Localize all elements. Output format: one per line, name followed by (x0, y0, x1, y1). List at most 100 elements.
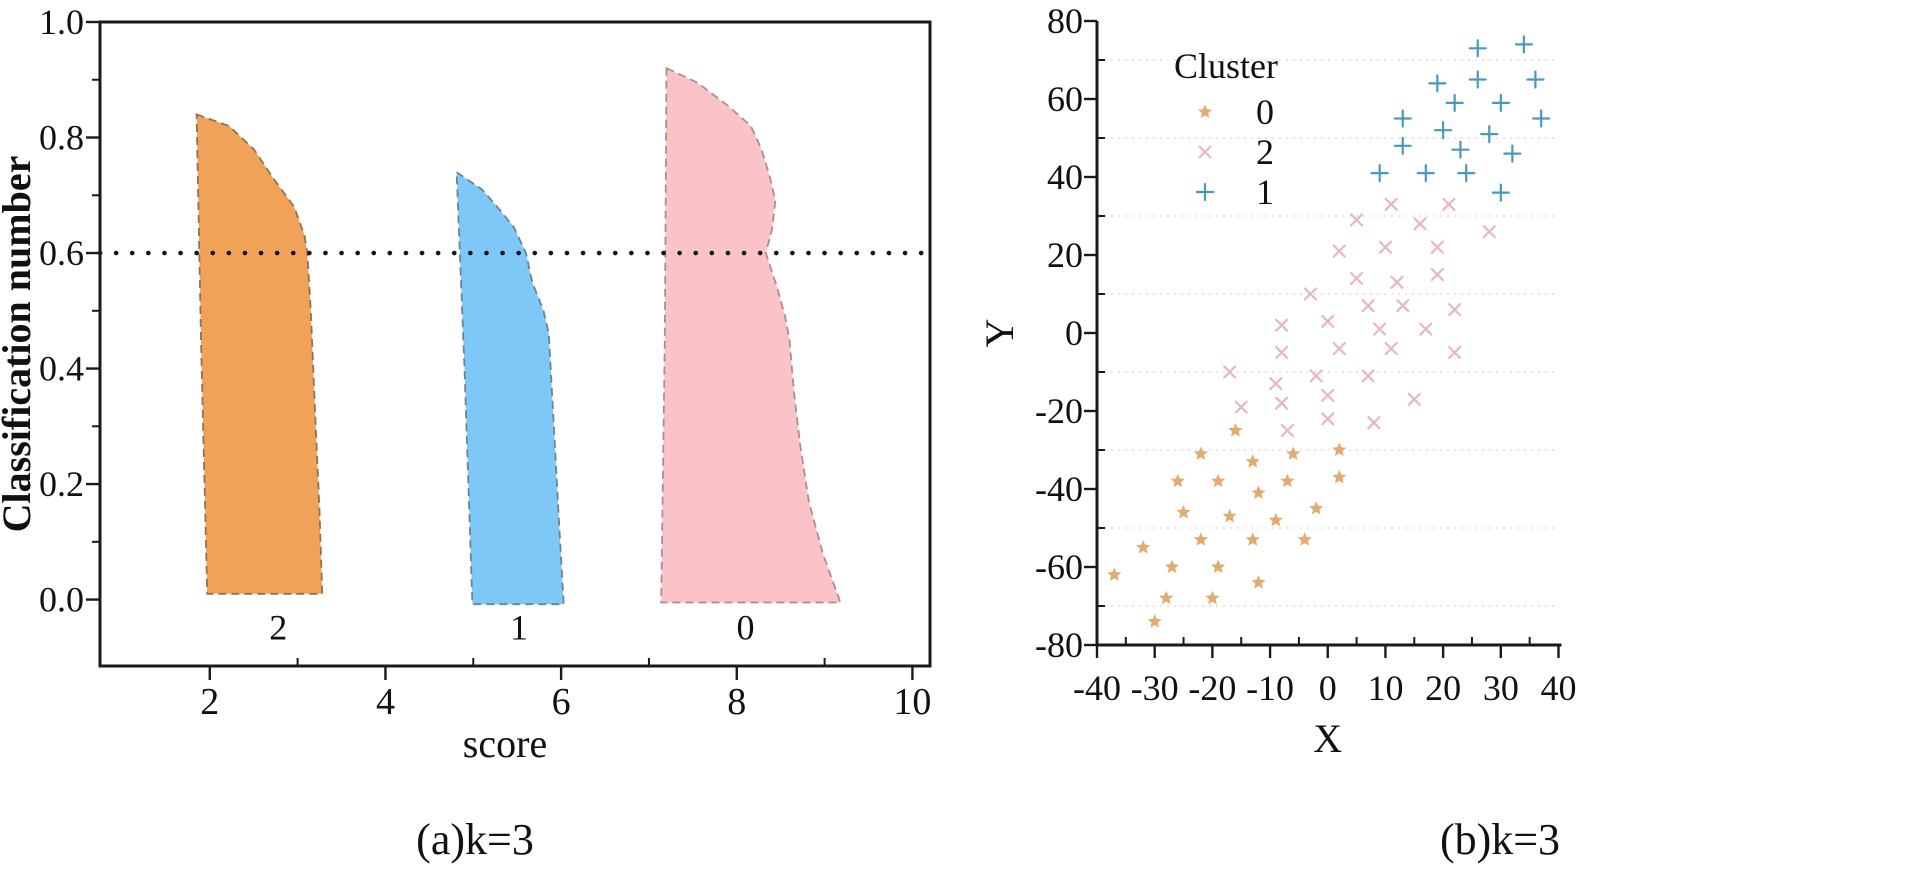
plus-marker (1491, 183, 1510, 202)
silhouette-area-cluster-2 (195, 113, 324, 595)
scatter-points-cluster-2 (1223, 197, 1496, 438)
x-marker (1332, 342, 1346, 356)
scatter-points-cluster-0 (1107, 423, 1347, 628)
x-tick-label: 30 (1483, 668, 1519, 708)
y-axis-label: Y (977, 319, 1022, 348)
y-tick-label: 20 (1047, 235, 1083, 275)
x-marker (1332, 244, 1346, 258)
x-marker (1430, 240, 1444, 254)
star-marker (1176, 504, 1191, 519)
x-tick-label: 10 (1367, 668, 1403, 708)
x-marker (1396, 299, 1410, 313)
plus-marker (1416, 164, 1435, 183)
y-tick-label: 0.8 (39, 118, 84, 158)
star-marker (1297, 532, 1312, 546)
x-marker (1275, 396, 1289, 410)
star-marker (1286, 446, 1301, 460)
x-marker (1482, 225, 1496, 239)
star-marker (1205, 590, 1220, 605)
x-tick-label: 40 (1541, 668, 1577, 708)
star-marker (1309, 501, 1324, 515)
plus-marker (1451, 140, 1470, 159)
star-marker (1280, 473, 1295, 488)
x-marker (1361, 299, 1375, 313)
scatter-points-cluster-1 (1370, 35, 1551, 202)
x-marker (1390, 275, 1404, 289)
star-marker (1245, 454, 1260, 468)
plus-marker (1457, 164, 1476, 183)
plus-marker (1503, 144, 1522, 163)
x-marker (1442, 197, 1456, 211)
star-marker (1251, 575, 1266, 589)
x-tick-label: 6 (552, 681, 571, 723)
x-marker (1349, 271, 1364, 285)
x-marker (1367, 416, 1381, 430)
x-marker (1349, 213, 1364, 227)
star-marker (1107, 567, 1122, 581)
y-tick-label: -20 (1035, 391, 1083, 431)
x-marker (1321, 412, 1335, 426)
cluster-label-cluster-1: 1 (510, 607, 528, 647)
x-tick-label: 20 (1425, 668, 1461, 708)
y-tick-label: 0 (1065, 313, 1083, 353)
cluster-label-cluster-0: 0 (737, 607, 755, 647)
plus-marker (1434, 121, 1453, 140)
legend-title: Cluster (1174, 46, 1278, 86)
y-tick-label: 0.4 (39, 349, 84, 389)
legend: Cluster 021 (1174, 46, 1278, 212)
x-marker (1419, 322, 1433, 336)
x-marker (1407, 392, 1421, 406)
x-marker (1384, 197, 1398, 211)
x-tick-label: 10 (893, 681, 931, 723)
plus-marker (1445, 93, 1464, 112)
star-marker (1147, 614, 1162, 628)
x-marker (1198, 145, 1212, 159)
legend-label-1: 1 (1256, 172, 1274, 212)
x-marker (1448, 303, 1462, 317)
x-axis-title: score (463, 721, 547, 766)
x-marker (1430, 267, 1444, 282)
plus-marker (1393, 109, 1412, 128)
plus-marker (1393, 136, 1412, 155)
plus-marker (1428, 74, 1447, 93)
x-marker (1234, 400, 1248, 414)
legend-label-0: 0 (1256, 92, 1274, 132)
star-marker (1211, 473, 1226, 488)
star-marker (1332, 442, 1347, 457)
star-marker (1251, 485, 1266, 499)
x-marker (1275, 345, 1289, 360)
star-marker (1222, 508, 1237, 523)
plus-marker (1526, 70, 1545, 89)
plus-marker (1491, 93, 1510, 112)
star-marker (1268, 512, 1283, 527)
y-axis-title: Classification number (0, 156, 39, 533)
plus-marker (1370, 164, 1389, 183)
plus-marker (1195, 182, 1215, 202)
y-tick-label: 1.0 (39, 2, 84, 42)
silhouette-area-cluster-1 (455, 170, 565, 606)
frame (98, 20, 932, 668)
axes: -40 -30 -20 -10 0 10 20 30 40-80-60-40-200204060… (1035, 1, 1577, 708)
x-tick-label: -40 (1073, 668, 1121, 708)
x-marker (1361, 369, 1375, 383)
x-tick-label: -20 (1188, 668, 1236, 708)
x-axis-label: score (463, 721, 547, 766)
y-tick-label: 0.6 (39, 233, 84, 273)
y-tick-label: 80 (1047, 1, 1083, 41)
y-tick-label: -60 (1035, 547, 1083, 587)
legend-label-2: 2 (1256, 132, 1274, 172)
star-marker (1159, 590, 1174, 605)
x-marker (1384, 342, 1398, 356)
x-marker (1275, 318, 1289, 332)
x-marker (1303, 287, 1318, 301)
y-tick-label: -80 (1035, 625, 1083, 665)
caption-left: (a)k=3 (416, 815, 534, 864)
x-tick-label: -30 (1131, 668, 1179, 708)
y-tick-label: 60 (1047, 79, 1083, 119)
scatter-chart: -40 -30 -20 -10 0 10 20 30 40-80-60-40-200204060… (977, 1, 1577, 761)
x-axis-label: X (1313, 716, 1342, 761)
silhouette-area-cluster-0 (660, 66, 842, 604)
plot-frame (98, 20, 932, 668)
x-tick-label: 2 (200, 681, 219, 723)
